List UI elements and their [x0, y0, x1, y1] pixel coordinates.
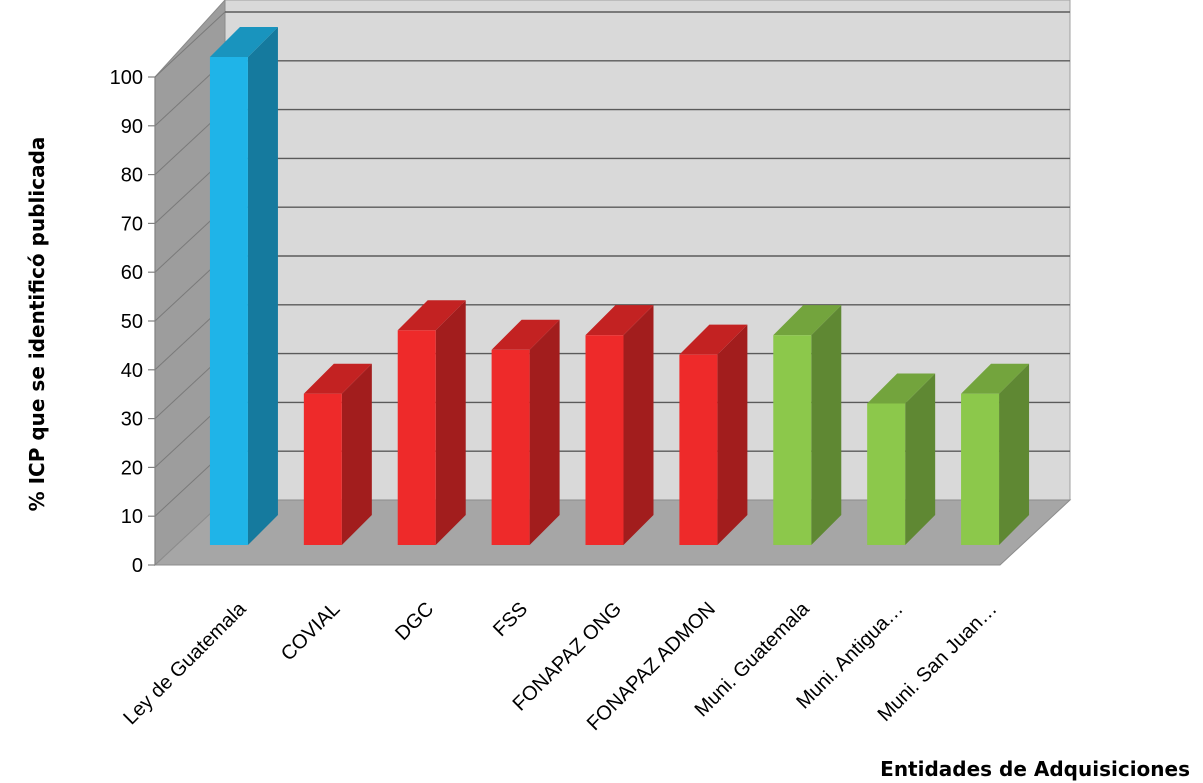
y-tick-label: 70 — [121, 213, 143, 235]
bar-front — [961, 393, 1000, 545]
gridline-side — [154, 11, 226, 78]
bar-front — [397, 330, 436, 545]
bar — [303, 363, 372, 545]
x-axis-title: Entidades de Adquisiciones — [880, 757, 1190, 781]
bar — [679, 324, 748, 545]
bar-side — [435, 300, 466, 545]
y-tick-label: 20 — [121, 457, 143, 479]
bar-front — [585, 335, 624, 545]
bar-top — [867, 373, 936, 404]
bar — [867, 373, 936, 545]
x-category-label: Ley de Guatemala — [119, 597, 251, 729]
x-category-label: FSS — [489, 598, 532, 641]
bar-front — [867, 403, 906, 545]
bar-front — [209, 57, 248, 545]
bar-side — [247, 27, 278, 545]
bar-top — [585, 305, 654, 336]
bar-top — [303, 363, 372, 394]
y-tick-label: 10 — [121, 506, 143, 528]
bar-top — [397, 300, 466, 331]
bar-top — [209, 27, 278, 57]
bars — [209, 27, 1030, 545]
bar-front — [491, 349, 530, 545]
bar-side — [623, 305, 654, 545]
bar-side — [529, 319, 560, 545]
bar-front — [303, 393, 342, 545]
bar — [209, 27, 278, 545]
y-tick-label: 40 — [121, 360, 143, 382]
bar — [773, 305, 842, 545]
y-tick-label: 30 — [121, 409, 143, 431]
bar — [491, 319, 560, 545]
bar-front — [679, 354, 718, 545]
y-tick-label: 90 — [121, 116, 143, 138]
x-category-label: DGC — [391, 598, 438, 645]
x-category-label: COVIAL — [277, 598, 344, 665]
y-tick-label: 0 — [132, 555, 143, 577]
bar-side — [905, 373, 936, 545]
bar-side — [717, 324, 748, 545]
bar-side — [811, 305, 842, 545]
bar — [585, 305, 654, 545]
y-axis-ticks: 0 10 20 30 40 50 60 70 80 90 100 — [110, 67, 156, 577]
bar-top — [773, 305, 842, 336]
y-tick-label: 80 — [121, 165, 143, 187]
bar-top — [491, 319, 560, 350]
y-tick-label: 100 — [110, 67, 143, 89]
y-axis-title: % ICP que se identificó publicada — [25, 137, 49, 512]
bar-side — [999, 363, 1030, 545]
bar — [397, 300, 466, 545]
y-tick-label: 60 — [121, 262, 143, 284]
bar-top — [961, 363, 1030, 394]
bar — [961, 363, 1030, 545]
y-tick-label: 50 — [121, 311, 143, 333]
bar-top — [679, 324, 748, 355]
bar-front — [773, 335, 812, 545]
bar-side — [341, 363, 372, 545]
